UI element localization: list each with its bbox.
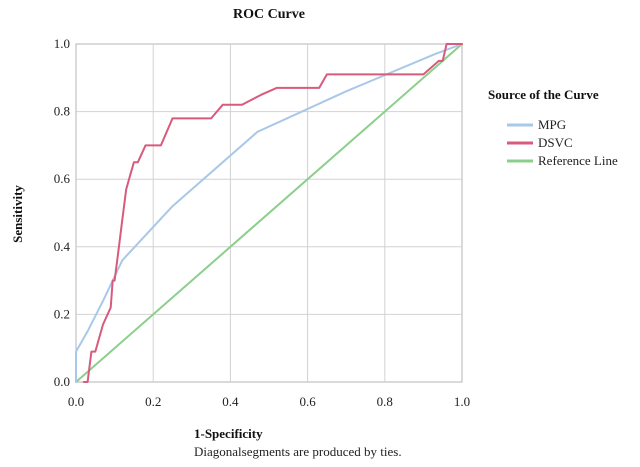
y-tick-label: 0.8 bbox=[54, 104, 70, 119]
legend-label-mpg: MPG bbox=[538, 117, 566, 132]
grid-lines bbox=[76, 44, 462, 382]
x-tick-label: 0.8 bbox=[377, 394, 393, 409]
legend: Source of the Curve MPG DSVC Reference Lin… bbox=[488, 87, 618, 168]
series-line-reference-line bbox=[75, 43, 463, 383]
y-tick-label: 0.2 bbox=[54, 306, 70, 321]
x-tick-label: 0.4 bbox=[222, 394, 239, 409]
legend-items: MPG DSVC Reference Line bbox=[507, 117, 618, 168]
chart-title: ROC Curve bbox=[233, 7, 305, 22]
y-axis-title: Sensitivity bbox=[10, 185, 25, 243]
x-axis-ticks: 0.0 0.2 0.4 0.6 0.8 1.0 bbox=[68, 394, 470, 409]
x-axis-title: 1-Specificity bbox=[194, 426, 263, 441]
y-tick-label: 0.0 bbox=[54, 374, 70, 389]
series-layer bbox=[75, 43, 463, 383]
y-tick-label: 0.4 bbox=[54, 239, 71, 254]
legend-label-reference-line: Reference Line bbox=[538, 153, 618, 168]
series-line-mpg bbox=[75, 43, 463, 383]
series-line-dsvc bbox=[82, 43, 463, 383]
legend-label-dsvc: DSVC bbox=[538, 135, 573, 150]
x-tick-label: 0.2 bbox=[145, 394, 161, 409]
y-tick-label: 0.6 bbox=[54, 171, 71, 186]
y-axis-ticks: 0.0 0.2 0.4 0.6 0.8 1.0 bbox=[54, 36, 71, 389]
legend-title: Source of the Curve bbox=[488, 87, 599, 102]
x-tick-label: 1.0 bbox=[454, 394, 470, 409]
x-tick-label: 0.0 bbox=[68, 394, 84, 409]
x-tick-label: 0.6 bbox=[299, 394, 316, 409]
ties-footnote: Diagonalsegments are produced by ties. bbox=[194, 444, 402, 459]
y-tick-label: 1.0 bbox=[54, 36, 70, 51]
